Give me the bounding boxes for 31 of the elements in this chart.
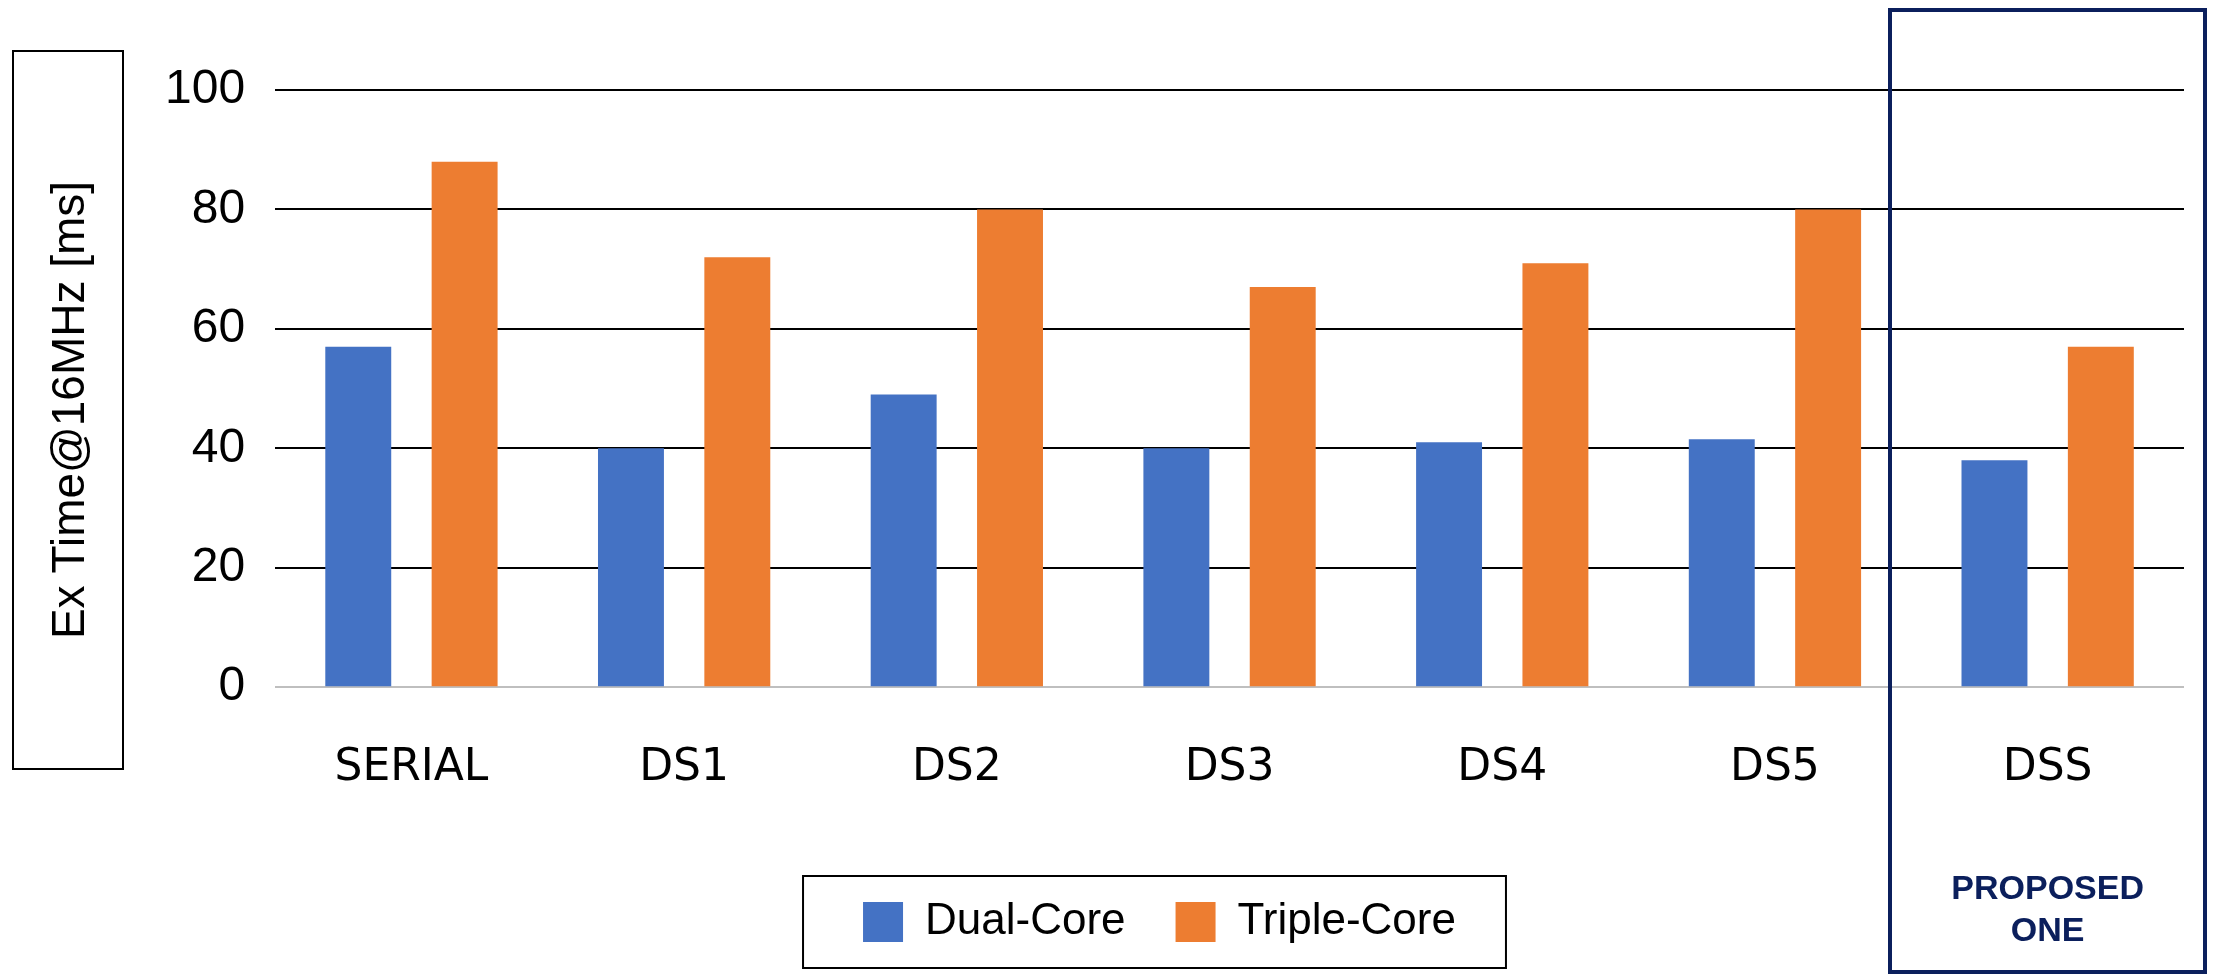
bar (977, 209, 1043, 687)
y-axis-title: Ex Time@16MHz [ms] (41, 180, 95, 640)
x-tick-label: DS3 (1184, 739, 1275, 791)
bar (1522, 263, 1589, 687)
bar (1795, 209, 1862, 687)
y-tick-label: 60 (191, 299, 246, 353)
bar (1416, 442, 1483, 687)
x-tick-label: DSS (2002, 739, 2093, 791)
bar (870, 394, 937, 687)
bar (431, 161, 498, 687)
x-tick-label: SERIAL (334, 739, 489, 791)
bar (704, 257, 771, 687)
bar (1961, 460, 2028, 687)
y-tick-label: 40 (191, 418, 246, 472)
y-tick-label: 80 (191, 179, 246, 233)
y-tick-label: 20 (191, 537, 246, 591)
x-tick-label: DS5 (1730, 739, 1820, 791)
bar (325, 346, 392, 687)
y-tick-label: 100 (164, 60, 246, 114)
x-tick-label: DS4 (1457, 739, 1548, 791)
bar (1688, 439, 1755, 687)
x-tick-label: DS2 (911, 739, 1002, 791)
bar (597, 448, 664, 687)
x-tick-label: DS1 (639, 739, 730, 791)
legend-label: Dual-Core (925, 894, 1126, 944)
y-tick-label: 0 (218, 657, 246, 711)
legend-label: Triple-Core (1237, 894, 1456, 944)
bar (2067, 346, 2134, 687)
text: PROPOSED ONE (1951, 868, 2145, 949)
bar (1249, 287, 1316, 687)
bar (1143, 448, 1210, 687)
